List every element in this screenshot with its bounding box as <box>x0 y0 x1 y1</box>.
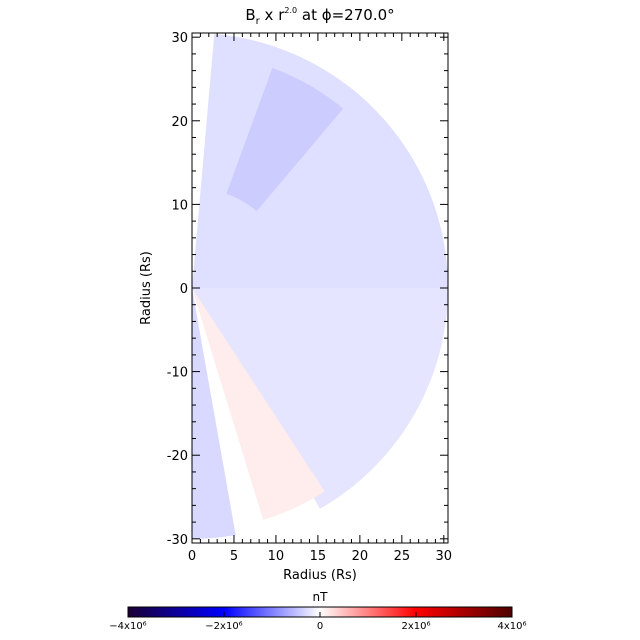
x-tick-label: 0 <box>188 549 196 564</box>
field-region-lower-positive-wedge <box>192 288 325 520</box>
x-tick-label: 10 <box>268 549 285 564</box>
axis-ticks: 0 5 10 15 20 25 30 -30 -20 -10 0 10 20 30 <box>167 31 452 564</box>
field-region-lower-left-band <box>192 288 236 539</box>
y-tick-label: -30 <box>167 533 188 548</box>
colorbar-label: nT <box>313 590 329 604</box>
x-tick-label: 15 <box>310 549 327 564</box>
colorbar-tick-label: 2x10⁶ <box>401 621 430 632</box>
field-region-lower-sector <box>192 288 448 509</box>
y-tick-label: 20 <box>171 115 188 130</box>
field-map <box>192 34 448 539</box>
y-tick-label: 10 <box>171 198 188 213</box>
y-tick-label: -10 <box>167 366 188 381</box>
x-tick-label: 30 <box>436 549 453 564</box>
colorbar-tick-label: −2x10⁶ <box>205 621 242 632</box>
colorbar-ticks: −4x10⁶ −2x10⁶ 0 2x10⁶ 4x10⁶ <box>109 612 527 632</box>
y-tick-label: 30 <box>171 31 188 46</box>
colorbar-tick-label: 4x10⁶ <box>497 621 526 632</box>
field-region-upper-sector <box>192 34 448 288</box>
y-axis-label: Radius (Rs) <box>139 251 154 325</box>
x-tick-label: 25 <box>394 549 411 564</box>
x-axis-label: Radius (Rs) <box>283 568 357 583</box>
field-region-upper-inner-band <box>226 68 344 212</box>
x-tick-label: 5 <box>230 549 238 564</box>
x-tick-label: 20 <box>352 549 369 564</box>
y-tick-label: 0 <box>180 282 188 297</box>
chart-title: Br x r2.0 at ϕ=270.0° <box>245 6 394 27</box>
colorbar-tick-label: −4x10⁶ <box>109 621 146 632</box>
colorbar-tick-label: 0 <box>317 621 323 632</box>
y-tick-label: -20 <box>167 449 188 464</box>
